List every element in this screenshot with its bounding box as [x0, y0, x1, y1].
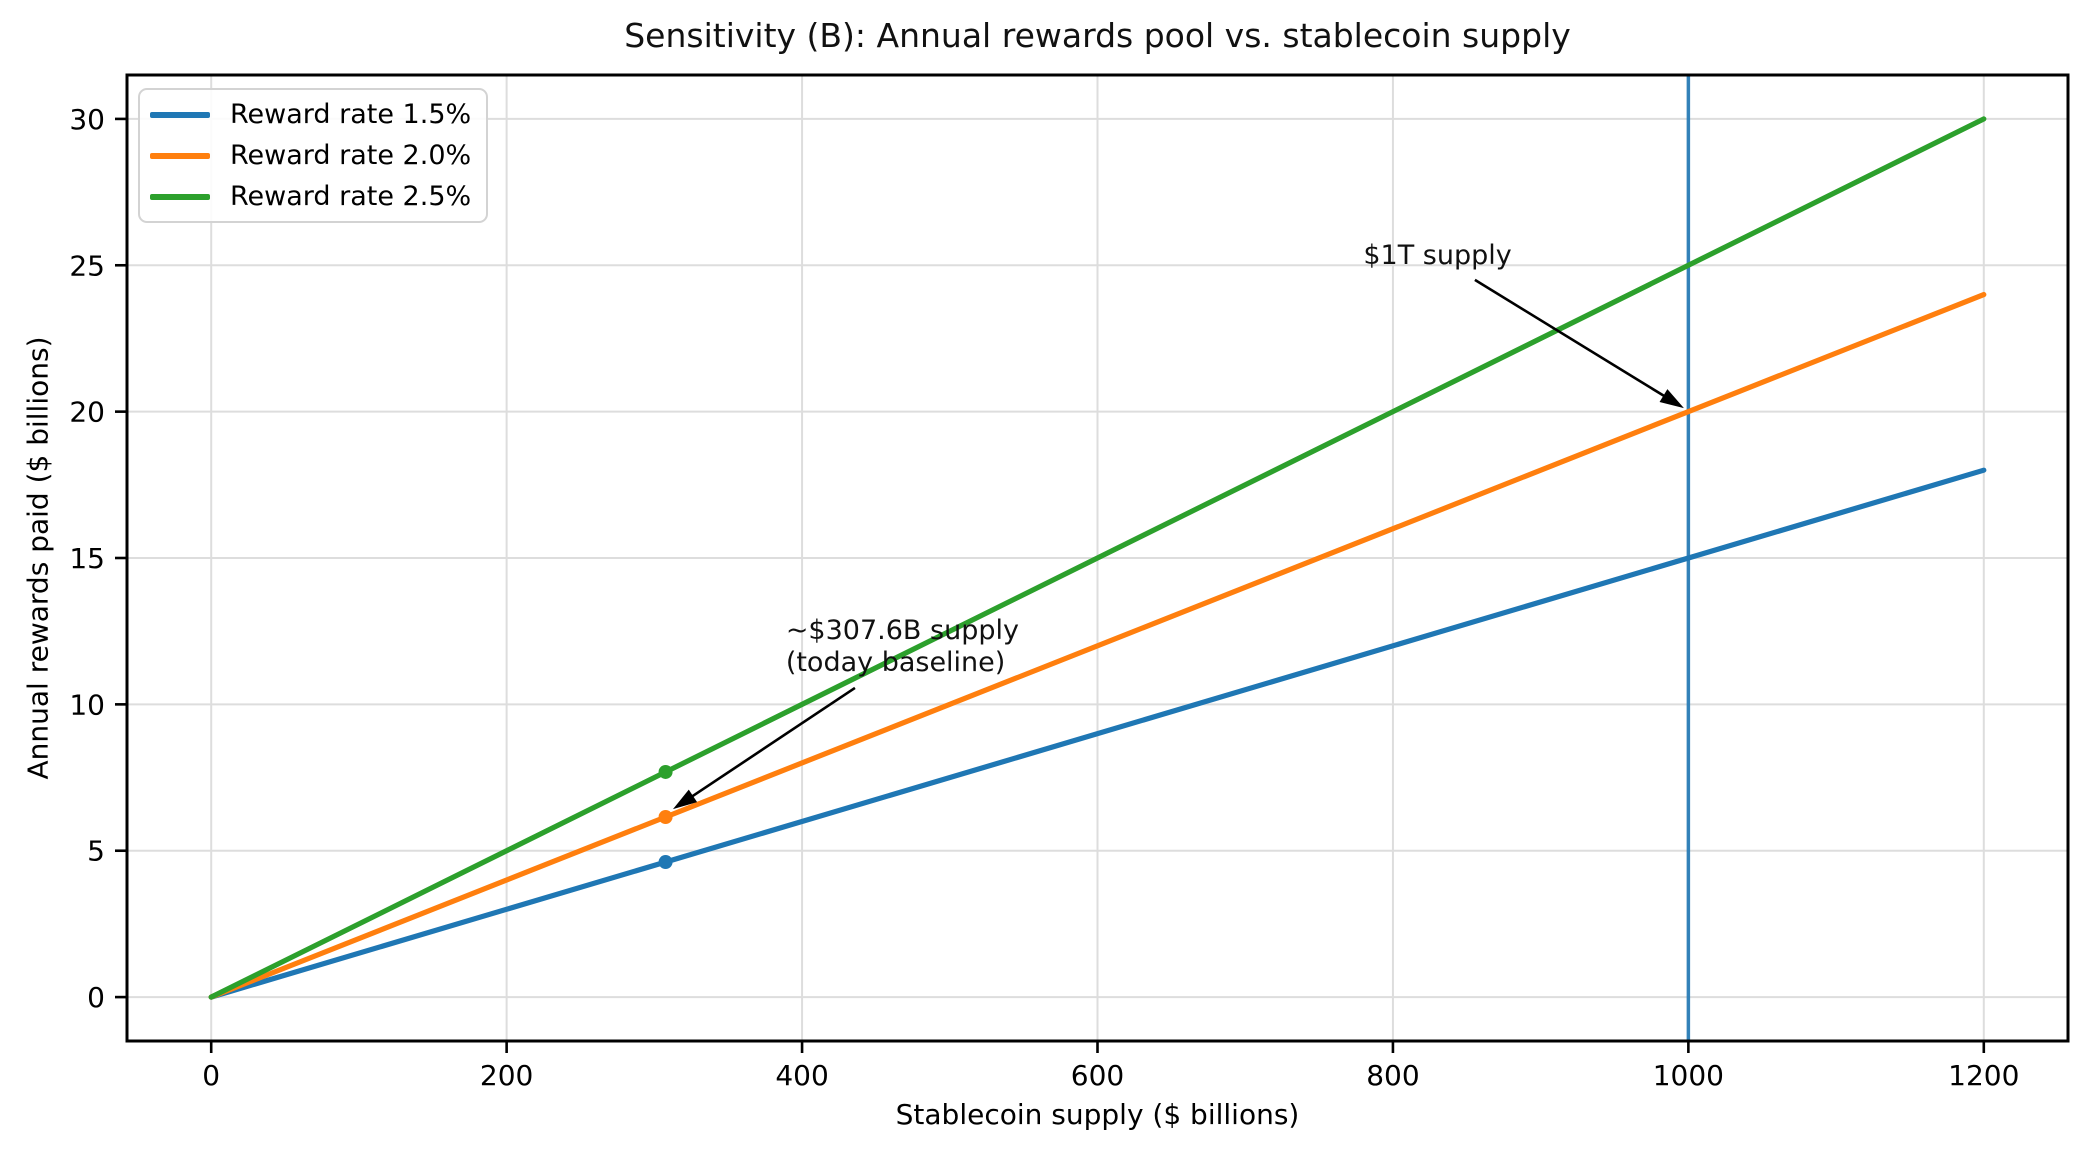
legend-swatch-blue-icon: [150, 111, 210, 118]
svg-text:20: 20: [69, 396, 105, 429]
svg-text:400: 400: [775, 1059, 828, 1092]
annotation-1t-supply: $1T supply: [1363, 240, 1512, 272]
legend-swatch-orange-icon: [150, 152, 210, 159]
x-axis-label: Stablecoin supply ($ billions): [895, 1098, 1300, 1131]
svg-text:1000: 1000: [1653, 1059, 1724, 1092]
svg-text:5: 5: [87, 835, 105, 868]
legend-swatch-green-icon: [150, 193, 210, 200]
svg-text:200: 200: [480, 1059, 533, 1092]
svg-text:600: 600: [1071, 1059, 1124, 1092]
svg-text:25: 25: [69, 249, 105, 282]
svg-text:0: 0: [87, 981, 105, 1014]
annotation-baseline-supply: ~$307.6B supply (today baseline): [785, 615, 1019, 679]
chart-title: Sensitivity (B): Annual rewards pool vs.…: [624, 16, 1571, 55]
legend-label-1: Reward rate 1.5%: [230, 99, 472, 130]
legend-row-1: Reward rate 1.5%: [150, 99, 474, 130]
y-axis-label: Annual rewards paid ($ billions): [21, 336, 55, 780]
svg-text:800: 800: [1366, 1059, 1419, 1092]
legend: Reward rate 1.5% Reward rate 2.0% Reward…: [138, 88, 488, 223]
svg-text:15: 15: [69, 542, 105, 575]
svg-text:0: 0: [202, 1059, 220, 1092]
svg-text:1200: 1200: [1948, 1059, 2019, 1092]
svg-text:30: 30: [69, 103, 105, 136]
legend-row-3: Reward rate 2.5%: [150, 181, 474, 212]
legend-label-3: Reward rate 2.5%: [230, 181, 472, 212]
legend-label-2: Reward rate 2.0%: [230, 140, 472, 171]
legend-row-2: Reward rate 2.0%: [150, 140, 474, 171]
svg-text:10: 10: [69, 688, 105, 721]
